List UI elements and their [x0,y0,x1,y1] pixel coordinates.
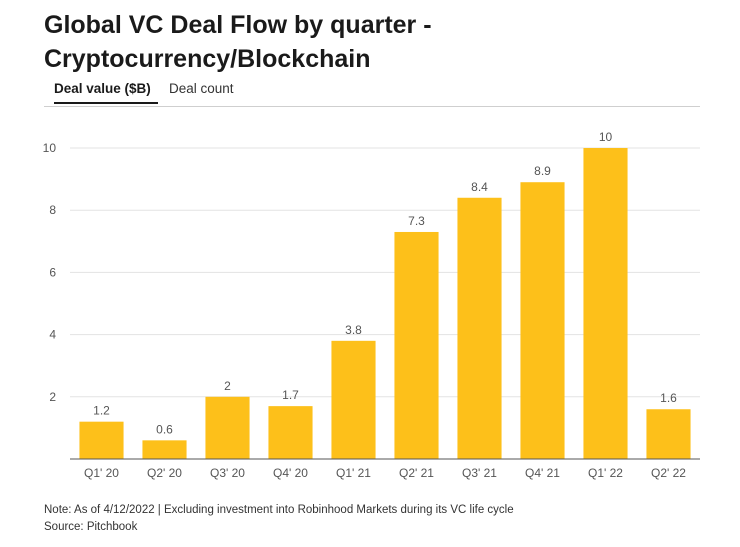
bar-value-label: 0.6 [156,422,173,436]
bar [520,182,565,459]
y-tick-label: 10 [43,141,57,155]
chart-footer: Note: As of 4/12/2022 | Excluding invest… [44,502,514,536]
y-tick-label: 6 [49,265,56,279]
bar-value-label: 1.2 [93,404,110,418]
y-tick-label: 2 [49,390,56,404]
tab-deal-value[interactable]: Deal value ($B) [54,81,158,104]
footer-source: Source: Pitchbook [44,521,138,533]
x-tick-label: Q2' 21 [399,466,434,480]
bar-value-label: 8.4 [471,180,488,194]
footer-note: Note: As of 4/12/2022 | Excluding invest… [44,504,514,516]
y-tick-label: 8 [49,203,56,217]
bar [205,396,250,459]
bar [394,231,439,459]
x-tick-label: Q2' 22 [651,466,686,480]
bar [646,409,691,459]
x-tick-label: Q3' 20 [210,466,245,480]
bar [331,340,376,459]
y-tick-label: 4 [49,328,56,342]
tab-deal-count[interactable]: Deal count [169,81,234,96]
x-tick-label: Q2' 20 [147,466,182,480]
bar-value-label: 7.3 [408,214,425,228]
bar [457,197,502,459]
chart-title: Global VC Deal Flow by quarter - Cryptoc… [44,11,432,73]
bar-value-label: 1.7 [282,388,299,402]
x-tick-label: Q4' 21 [525,466,560,480]
x-tick-label: Q1' 20 [84,466,119,480]
bar-value-label: 10 [599,130,613,144]
x-tick-label: Q1' 21 [336,466,371,480]
x-tick-label: Q1' 22 [588,466,623,480]
bar-value-label: 1.6 [660,391,677,405]
bar-chart: 2 4 6 8 10 1.2 Q1' 20 0.6 Q2' 20 2 Q3' 20 1.7 Q4' 20… [43,130,700,480]
bar [583,148,628,459]
bar [142,440,187,459]
bar-value-label: 8.9 [534,164,551,178]
bar-value-label: 3.8 [345,323,362,337]
tab-bar: Deal value ($B) Deal count [44,80,700,107]
bar [268,406,313,459]
bar-value-label: 2 [224,379,231,393]
x-tick-label: Q3' 21 [462,466,497,480]
x-tick-label: Q4' 20 [273,466,308,480]
bar [79,421,124,459]
